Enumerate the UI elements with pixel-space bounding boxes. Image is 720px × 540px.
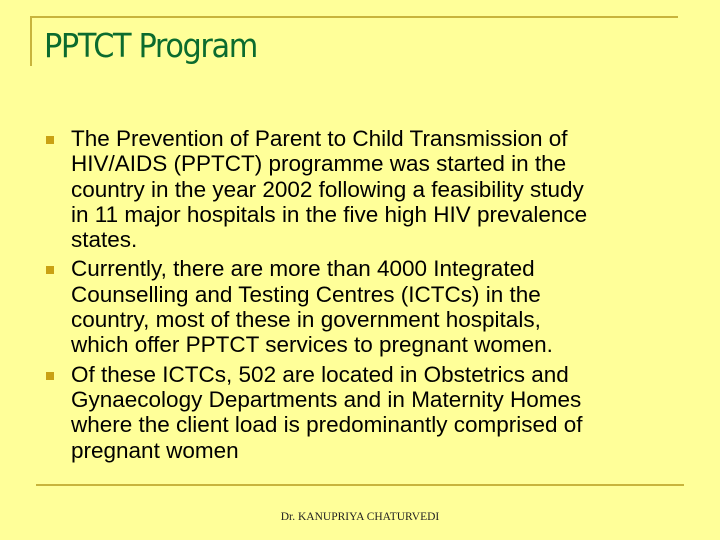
footer-author: Dr. KANUPRIYA CHATURVEDI bbox=[280, 511, 440, 523]
square-bullet-icon bbox=[46, 136, 54, 144]
bullet-item: Currently, there are more than 4000 Inte… bbox=[46, 256, 686, 357]
bullet-line: in 11 major hospitals in the five high H… bbox=[71, 201, 588, 227]
bullet-line: which offer PPTCT services to pregnant w… bbox=[71, 332, 553, 358]
bullet-line: Gynaecology Departments and in Maternity… bbox=[71, 386, 582, 412]
bullet-item: Of these ICTCs, 502 are located in Obste… bbox=[46, 362, 686, 463]
slide-title: PPTCT Program bbox=[44, 26, 258, 65]
bullet-line: HIV/AIDS (PPTCT) programme was started i… bbox=[71, 151, 567, 177]
square-bullet-icon bbox=[46, 266, 54, 275]
bullet-item: The Prevention of Parent to Child Transm… bbox=[46, 126, 686, 252]
bullet-line: Counselling and Testing Centres (ICTCs) … bbox=[71, 281, 541, 307]
bullet-line: states. bbox=[71, 227, 138, 253]
title-accent-bar bbox=[30, 16, 32, 66]
bottom-divider bbox=[36, 484, 684, 486]
bullet-line: Of these ICTCs, 502 are located in Obste… bbox=[71, 361, 569, 387]
bullet-line: pregnant women bbox=[71, 437, 239, 463]
bullet-line: country, most of these in government hos… bbox=[71, 307, 541, 333]
top-divider bbox=[30, 16, 678, 18]
bullet-line: Currently, there are more than 4000 Inte… bbox=[71, 256, 535, 282]
bullet-line: The Prevention of Parent to Child Transm… bbox=[71, 126, 568, 151]
bullet-line: where the client load is predominantly c… bbox=[71, 412, 583, 438]
square-bullet-icon bbox=[46, 371, 54, 380]
bullet-line: country in the year 2002 following a fea… bbox=[71, 176, 584, 202]
bullet-list: The Prevention of Parent to Child Transm… bbox=[46, 126, 686, 467]
